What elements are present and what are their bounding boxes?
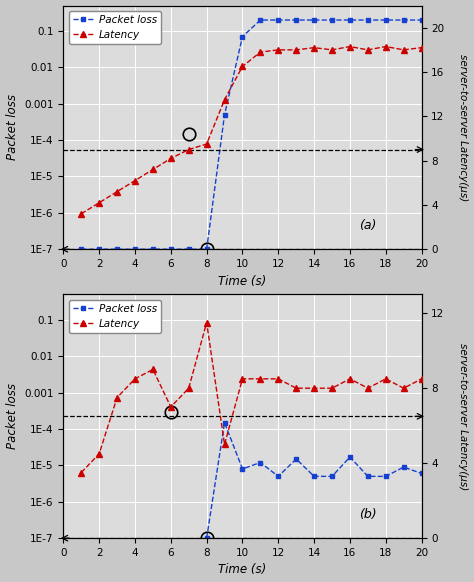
Packet loss [401, 16, 407, 23]
Packet loss [347, 453, 353, 460]
Latency [293, 385, 299, 392]
Latency [204, 319, 210, 326]
Latency [168, 403, 173, 410]
Latency [347, 43, 353, 50]
Latency [132, 177, 138, 184]
Line: Latency: Latency [78, 44, 425, 217]
Latency [78, 469, 84, 476]
Latency [365, 385, 371, 392]
Packet loss [401, 464, 407, 471]
Packet loss [275, 16, 281, 23]
X-axis label: Time (s): Time (s) [219, 275, 266, 288]
Y-axis label: Packet loss: Packet loss [6, 94, 18, 161]
Legend: Packet loss, Latency: Packet loss, Latency [69, 10, 161, 44]
Latency [114, 394, 120, 401]
Latency [240, 63, 246, 70]
Packet loss [132, 246, 138, 253]
Packet loss [96, 246, 102, 253]
Y-axis label: Packet loss: Packet loss [6, 384, 18, 449]
Latency [186, 385, 191, 392]
Packet loss [329, 473, 335, 480]
Text: (b): (b) [359, 508, 377, 521]
Latency [168, 155, 173, 162]
Packet loss [293, 16, 299, 23]
Packet loss [150, 246, 156, 253]
Packet loss [257, 16, 263, 23]
Latency [275, 47, 281, 54]
Y-axis label: server-to-server Latency(μs): server-to-server Latency(μs) [458, 54, 468, 201]
Packet loss [365, 473, 371, 480]
Packet loss [419, 16, 424, 23]
Latency [311, 385, 317, 392]
Latency [275, 375, 281, 382]
Packet loss [186, 246, 191, 253]
Latency [186, 146, 191, 153]
Latency [204, 140, 210, 147]
Y-axis label: server-to-server Latency(μs): server-to-server Latency(μs) [458, 343, 468, 490]
Packet loss [419, 470, 424, 477]
X-axis label: Time (s): Time (s) [219, 563, 266, 576]
Latency [96, 450, 102, 457]
Latency [383, 375, 389, 382]
Latency [401, 47, 407, 54]
Latency [150, 366, 156, 373]
Packet loss [222, 111, 228, 118]
Packet loss [204, 535, 210, 542]
Latency [222, 441, 228, 448]
Latency [401, 385, 407, 392]
Packet loss [275, 473, 281, 480]
Packet loss [222, 419, 228, 426]
Packet loss [311, 16, 317, 23]
Latency [78, 210, 84, 217]
Latency [329, 385, 335, 392]
Legend: Packet loss, Latency: Packet loss, Latency [69, 300, 161, 333]
Text: (a): (a) [359, 219, 376, 232]
Packet loss [114, 246, 120, 253]
Packet loss [365, 16, 371, 23]
Latency [347, 375, 353, 382]
Packet loss [347, 16, 353, 23]
Packet loss [311, 473, 317, 480]
Line: Packet loss: Packet loss [204, 420, 424, 541]
Latency [419, 44, 424, 51]
Latency [222, 96, 228, 103]
Line: Latency: Latency [78, 320, 425, 475]
Packet loss [240, 466, 246, 473]
Latency [257, 48, 263, 55]
Line: Packet loss: Packet loss [79, 17, 424, 251]
Latency [240, 375, 246, 382]
Latency [257, 375, 263, 382]
Latency [383, 43, 389, 50]
Packet loss [329, 16, 335, 23]
Latency [132, 375, 138, 382]
Latency [311, 44, 317, 51]
Latency [96, 199, 102, 206]
Packet loss [168, 246, 173, 253]
Packet loss [383, 16, 389, 23]
Latency [365, 47, 371, 54]
Packet loss [78, 246, 84, 253]
Latency [150, 166, 156, 173]
Latency [114, 188, 120, 195]
Packet loss [240, 33, 246, 40]
Packet loss [293, 456, 299, 463]
Packet loss [257, 459, 263, 466]
Latency [419, 375, 424, 382]
Packet loss [383, 473, 389, 480]
Latency [329, 47, 335, 54]
Latency [293, 47, 299, 54]
Packet loss [204, 246, 210, 253]
